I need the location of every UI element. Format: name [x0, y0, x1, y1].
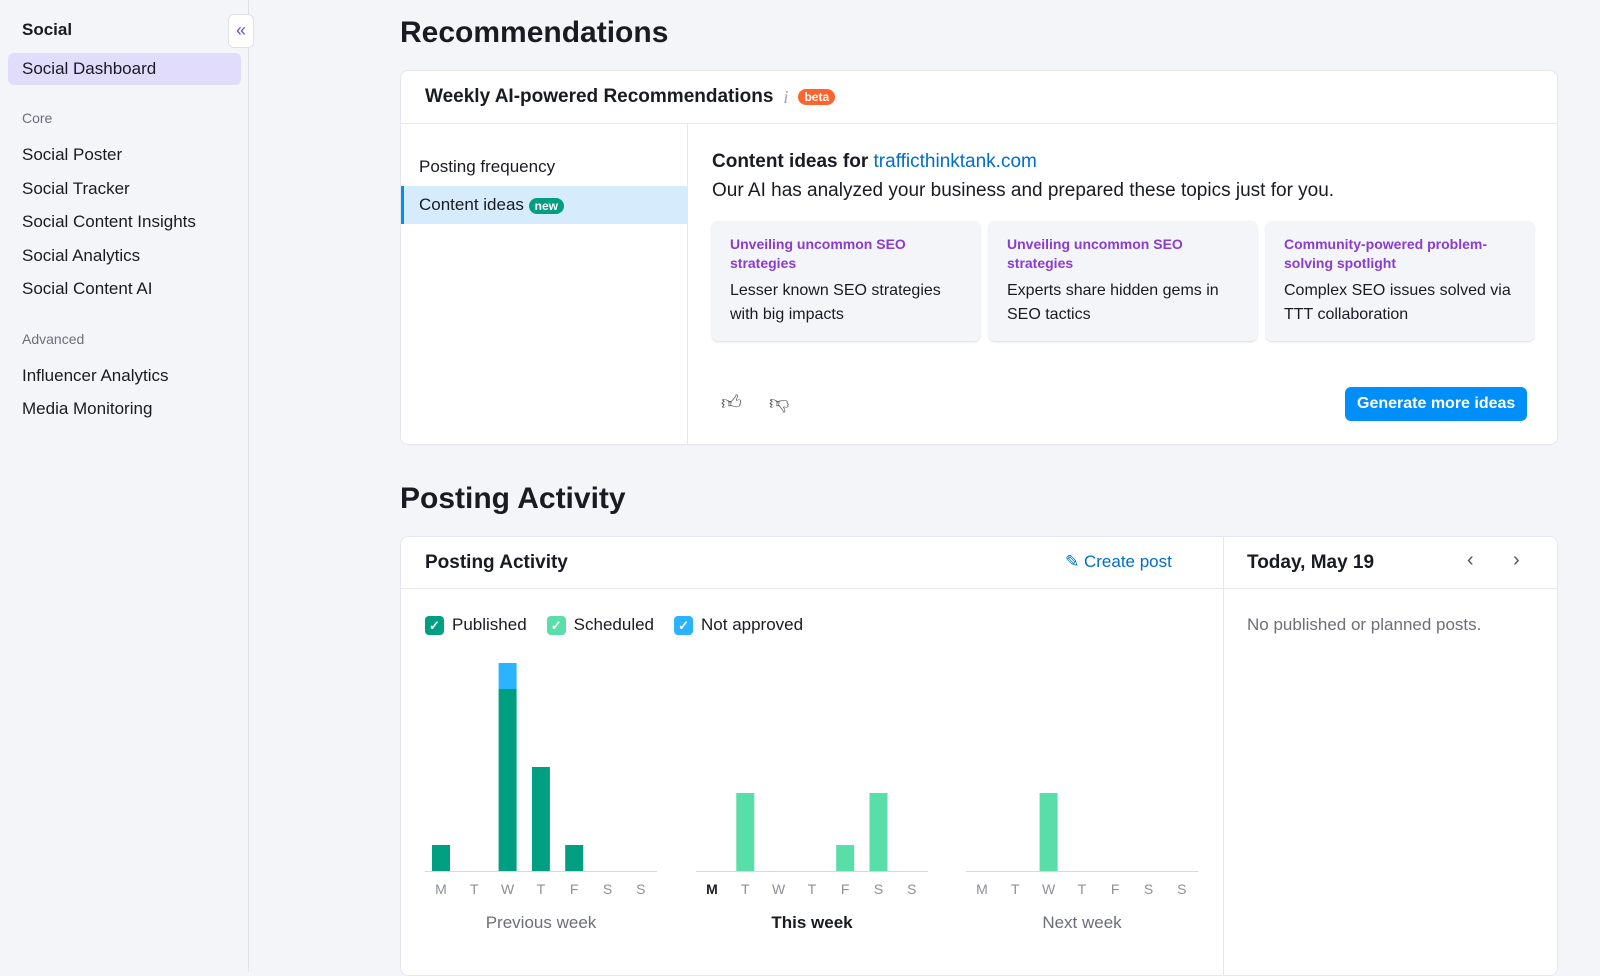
bar-published[interactable] — [432, 845, 450, 871]
idea-card[interactable]: Unveiling uncommon SEO strategies Experts… — [989, 221, 1257, 341]
sidebar-item[interactable]: Social Content AI — [22, 279, 153, 298]
idea-description: Complex SEO issues solved via TTT collab… — [1284, 282, 1511, 323]
content-subtitle: Our AI has analyzed your business and pr… — [712, 180, 1335, 201]
tab-posting-frequency[interactable]: Posting frequency — [419, 157, 556, 176]
idea-title: Unveiling uncommon SEO strategies — [1007, 236, 1183, 271]
day-label: M — [706, 881, 718, 897]
idea-card[interactable]: Community-powered problem-solving spotli… — [1266, 221, 1534, 341]
checkbox-icon: ✓ — [546, 615, 566, 635]
empty-state: No published or planned posts. — [1247, 615, 1482, 634]
sidebar-item[interactable]: Media Monitoring — [22, 399, 153, 418]
thumbs-down-icon[interactable]: 👎︎ — [769, 392, 790, 414]
posting-activity-chart — [425, 663, 1198, 872]
day-label: S — [602, 881, 613, 897]
idea-title: Community-powered problem-solving spotli… — [1284, 236, 1488, 271]
legend-published[interactable]: ✓ Published — [425, 615, 527, 635]
bar-scheduled[interactable] — [836, 845, 855, 871]
create-post-label: Create post — [1083, 552, 1172, 571]
day-label: W — [771, 881, 786, 897]
content-ideas-title: Content ideas for trafficthinktank.com — [712, 151, 1037, 173]
sidebar-item[interactable]: Social Tracker — [22, 179, 130, 198]
day-label: M — [435, 881, 447, 897]
day-label: W — [1041, 881, 1056, 897]
day-label: F — [569, 881, 579, 897]
day-label: S — [1177, 881, 1187, 897]
bar-scheduled[interactable] — [736, 793, 755, 871]
generate-more-ideas-button[interactable]: Generate more ideas — [1345, 387, 1528, 421]
tab-content-ideas[interactable]: Content ideas new — [401, 186, 687, 224]
pencil-icon: ✎ — [1065, 552, 1080, 571]
legend-label: Published — [452, 615, 527, 634]
recommendations-card: Weekly AI-powered Recommendations i beta… — [400, 70, 1558, 445]
day-label: T — [536, 881, 546, 897]
card-title: Weekly AI-powered Recommendations — [425, 86, 774, 107]
collapse-sidebar-button[interactable]: « — [228, 14, 254, 48]
new-badge: new — [528, 198, 564, 214]
day-label: F — [1110, 881, 1120, 897]
day-label: S — [907, 881, 917, 897]
bar-not-approved[interactable] — [498, 663, 517, 689]
domain-link[interactable]: trafficthinktank.com — [873, 151, 1037, 172]
day-label: S — [636, 881, 646, 897]
week-label: This week — [771, 913, 853, 932]
sidebar: Social « Social Dashboard Core Social Po… — [0, 0, 254, 972]
legend-label: Not approved — [701, 615, 804, 634]
sidebar-item[interactable]: Social Poster — [22, 145, 123, 164]
sidebar-section-core: Core — [22, 110, 53, 126]
day-label: S — [873, 881, 884, 897]
idea-title: Unveiling uncommon SEO strategies — [730, 236, 906, 271]
checkbox-icon: ✓ — [425, 615, 444, 635]
thumbs-up-icon[interactable]: 👍︎ — [721, 392, 742, 414]
checkbox-icon: ✓ — [674, 615, 694, 635]
day-label: T — [741, 881, 750, 897]
tab-label: Content ideas — [419, 195, 524, 214]
idea-description: Experts share hidden gems in SEO tactics — [1007, 282, 1219, 323]
week-label: Previous week — [485, 913, 597, 932]
day-label: S — [1143, 881, 1154, 897]
bar-published[interactable] — [498, 689, 517, 871]
sidebar-title: Social — [22, 20, 73, 39]
day-label: M — [976, 881, 988, 897]
sidebar-item[interactable]: Social Analytics — [22, 246, 141, 265]
today-date: Today, May 19 — [1247, 552, 1375, 573]
chevron-left-icon[interactable]: ‹ — [1467, 549, 1474, 571]
day-label: T — [1077, 881, 1087, 897]
day-label: T — [807, 881, 817, 897]
week-label: Next week — [1042, 913, 1122, 932]
page-title: Recommendations — [400, 16, 669, 49]
sidebar-section-advanced: Advanced — [22, 331, 85, 347]
day-label: W — [500, 881, 515, 897]
posting-activity-card: Posting Activity ✎ Create post Today, Ma… — [400, 536, 1558, 976]
bar-published[interactable] — [565, 845, 584, 871]
bar-published[interactable] — [531, 767, 550, 871]
legend-scheduled[interactable]: ✓ Scheduled — [546, 615, 655, 635]
day-label: F — [840, 881, 850, 897]
idea-description: Lesser known SEO strategies with big imp… — [730, 282, 941, 323]
idea-card[interactable]: Unveiling uncommon SEO strategies Lesser … — [712, 221, 980, 341]
legend-label: Scheduled — [573, 615, 655, 634]
sidebar-item[interactable]: Influencer Analytics — [22, 366, 169, 385]
beta-badge: beta — [798, 89, 836, 105]
day-label: T — [470, 881, 479, 897]
section-title: Posting Activity — [400, 482, 626, 515]
content-title-text: Content ideas for — [712, 151, 869, 172]
legend-not-approved[interactable]: ✓ Not approved — [674, 615, 803, 635]
sidebar-item-social-dashboard[interactable]: Social Dashboard — [8, 53, 241, 85]
chevron-right-icon[interactable]: › — [1513, 549, 1520, 571]
card-title: Posting Activity — [425, 552, 568, 573]
bar-scheduled[interactable] — [869, 793, 888, 871]
bar-scheduled[interactable] — [1039, 793, 1058, 871]
info-icon[interactable]: i — [783, 86, 789, 107]
create-post-button[interactable]: ✎ Create post — [1065, 552, 1172, 572]
sidebar-item[interactable]: Social Content Insights — [22, 212, 196, 231]
day-label: T — [1011, 881, 1020, 897]
